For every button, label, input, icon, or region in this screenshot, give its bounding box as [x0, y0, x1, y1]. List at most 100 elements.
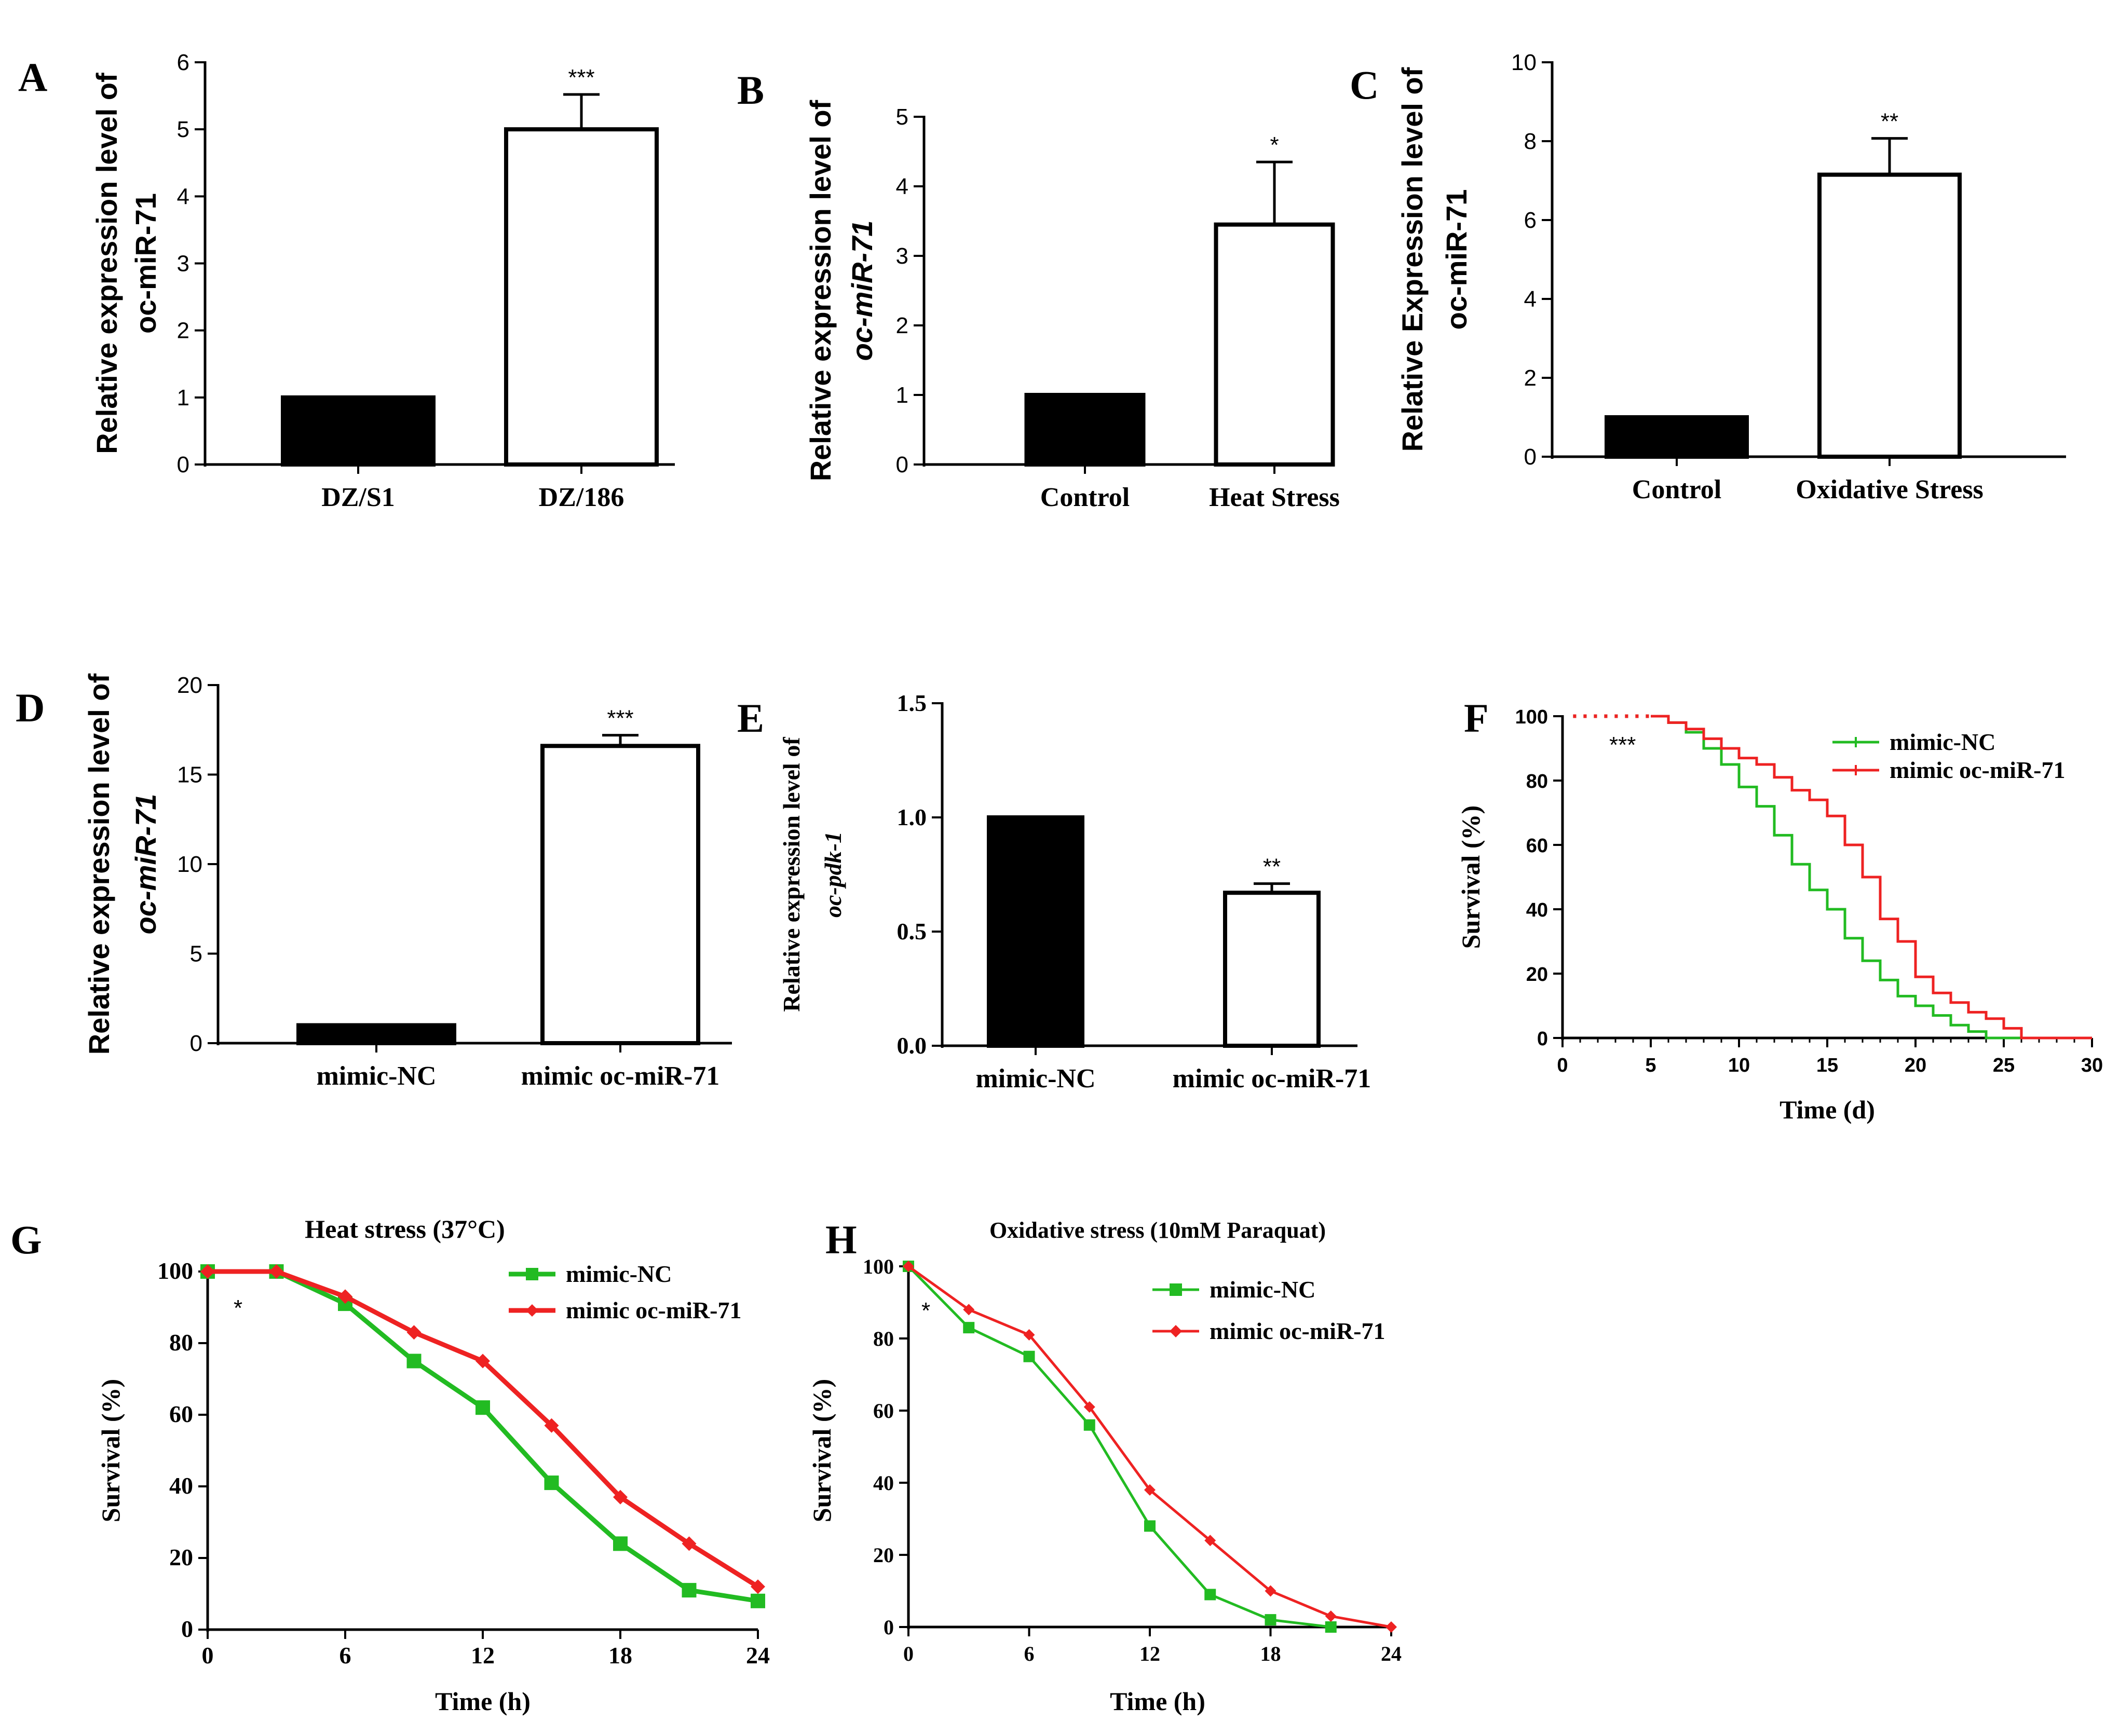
y-tick-label: 20	[177, 673, 202, 698]
panel-g-line-chart: G Heat stress (37°C) 0 20 40 60 80 100 0 6 12 18 24 S…	[10, 1214, 770, 1716]
panel-label: G	[10, 1217, 42, 1262]
data-point-diamond	[1144, 1484, 1156, 1496]
y-tick-label: 4	[177, 184, 189, 209]
bar-heat-stress	[1214, 222, 1335, 467]
y-axis-label: oc-pdk-1	[820, 831, 846, 918]
bar-dz-186	[504, 127, 659, 467]
y-tick-label: 60	[169, 1401, 193, 1427]
significance-marker: *	[1270, 132, 1279, 158]
x-category-label: DZ/186	[539, 483, 624, 512]
panel-h-line-chart: H Oxidative stress (10mM Paraquat)0204060…	[807, 1217, 1402, 1716]
y-axis-label: oc-miR-71	[1440, 189, 1473, 330]
y-tick-label: 6	[177, 50, 189, 75]
x-tick-label: 18	[608, 1642, 632, 1669]
y-tick-label: 0	[1524, 444, 1537, 470]
series-mimic-oc-mir-71: mimic oc-miR-71	[903, 1261, 1397, 1633]
data-point-square	[1023, 1350, 1035, 1362]
x-category-label: Control	[1632, 475, 1721, 504]
data-point-square	[544, 1475, 559, 1491]
data-point-diamond	[682, 1536, 697, 1551]
y-tick-label: 60	[1526, 835, 1548, 857]
bar-control	[1605, 415, 1749, 459]
panel-e-bar-chart: E 0.0 0.5 1.0 1.5 Relative expression level o…	[737, 690, 1371, 1093]
y-tick-label: 0	[1537, 1028, 1548, 1050]
y-tick-label: 1	[177, 385, 189, 411]
x-axis-label: Time (h)	[435, 1687, 531, 1716]
x-category-label: mimic-NC	[316, 1061, 436, 1091]
data-point-square	[526, 1268, 538, 1280]
x-tick-label: 6	[339, 1642, 351, 1669]
series-mimic-oc-mir-71: mimic oc-miR-71	[200, 1264, 765, 1594]
data-point-diamond	[751, 1579, 765, 1594]
data-point-square	[406, 1354, 422, 1369]
data-point-square	[963, 1322, 975, 1334]
significance-marker: *	[921, 1298, 930, 1323]
y-tick-label: 40	[169, 1472, 193, 1499]
y-tick-label: 80	[873, 1327, 894, 1350]
y-tick-label: 100	[1515, 706, 1548, 728]
panel-f-line-chart: F 0 20 40 60 80 100 0 5 10 15 20 25 30 Survival (%) Tim…	[1456, 695, 2103, 1124]
significance-marker: *	[234, 1295, 242, 1321]
series-line	[1651, 715, 2092, 1040]
y-tick-label: 0.0	[897, 1032, 927, 1059]
significance-marker: ***	[607, 706, 633, 731]
y-tick-label: 40	[873, 1471, 894, 1495]
y-tick-label: 2	[177, 318, 189, 344]
data-point-diamond	[406, 1325, 422, 1340]
data-point-square	[1325, 1621, 1337, 1633]
y-tick-label: 0	[896, 452, 908, 477]
y-tick-label: 1	[896, 382, 908, 408]
data-point-square	[1204, 1589, 1216, 1601]
y-axis-label: oc-miR-71	[129, 794, 162, 935]
data-point-diamond	[200, 1264, 215, 1279]
significance-marker: **	[1881, 109, 1898, 134]
x-tick-label: 5	[1645, 1055, 1656, 1076]
x-category-label: mimic-NC	[975, 1064, 1095, 1093]
data-point-diamond	[526, 1304, 538, 1317]
y-tick-label: 100	[157, 1257, 193, 1284]
y-tick-label: 0	[177, 452, 189, 477]
y-tick-label: 6	[1524, 208, 1537, 233]
significance-marker: ***	[1609, 732, 1636, 758]
y-axis-label: oc-miR-71	[129, 193, 162, 334]
bar-control	[1024, 393, 1146, 467]
data-point-diamond	[269, 1264, 284, 1279]
y-tick-label: 2	[896, 313, 908, 338]
y-axis-label: Survival (%)	[807, 1379, 836, 1522]
y-axis-label: Relative Expression level of	[1396, 67, 1429, 452]
data-point-diamond	[1204, 1535, 1216, 1547]
y-tick-label: 8	[1524, 129, 1537, 154]
y-tick-label: 0	[884, 1616, 894, 1639]
y-tick-label: 0.5	[897, 918, 927, 945]
y-axis-label: Relative expression level of	[804, 100, 837, 481]
x-tick-label: 15	[1816, 1055, 1838, 1076]
bar-mimic-oc-mir-71	[540, 744, 700, 1046]
legend-label: mimic-NC	[1210, 1276, 1315, 1303]
y-tick-label: 15	[177, 762, 202, 788]
y-tick-label: 1.5	[897, 690, 927, 716]
x-category-label: mimic oc-miR-71	[1173, 1064, 1371, 1093]
y-tick-label: 4	[896, 174, 908, 199]
y-axis-label: oc-miR-71	[846, 221, 878, 361]
y-axis-label: Relative expression level of	[83, 673, 115, 1055]
data-point-square	[751, 1593, 765, 1608]
legend-label: mimic-NC	[566, 1261, 672, 1287]
x-tick-label: 18	[1260, 1642, 1281, 1665]
x-category-label: Control	[1040, 483, 1130, 512]
x-axis-label: Time (h)	[1110, 1687, 1205, 1716]
x-tick-label: 12	[1139, 1642, 1160, 1665]
y-axis-label: Survival (%)	[96, 1379, 125, 1522]
y-tick-label: 0	[181, 1616, 193, 1642]
panel-d-bar-chart: D 0 5 10 15 20 Relative expression level of oc-…	[16, 673, 732, 1091]
y-axis-label: Survival (%)	[1456, 805, 1485, 949]
x-tick-label: 24	[746, 1642, 770, 1669]
x-tick-label: 20	[1905, 1055, 1926, 1076]
y-tick-label: 3	[177, 251, 189, 277]
data-point-square	[682, 1583, 697, 1598]
y-tick-label: 20	[873, 1543, 894, 1567]
panel-label: H	[825, 1217, 857, 1262]
y-tick-label: 40	[1526, 899, 1548, 921]
data-point-square	[1083, 1419, 1095, 1431]
x-tick-label: 30	[2081, 1055, 2103, 1076]
y-tick-label: 80	[169, 1329, 193, 1356]
